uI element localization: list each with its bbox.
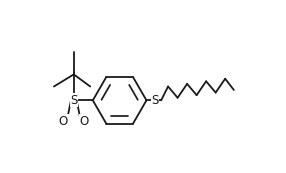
Text: S: S — [151, 94, 159, 107]
Text: O: O — [80, 115, 89, 128]
Text: S: S — [70, 94, 78, 107]
Text: O: O — [59, 115, 68, 128]
